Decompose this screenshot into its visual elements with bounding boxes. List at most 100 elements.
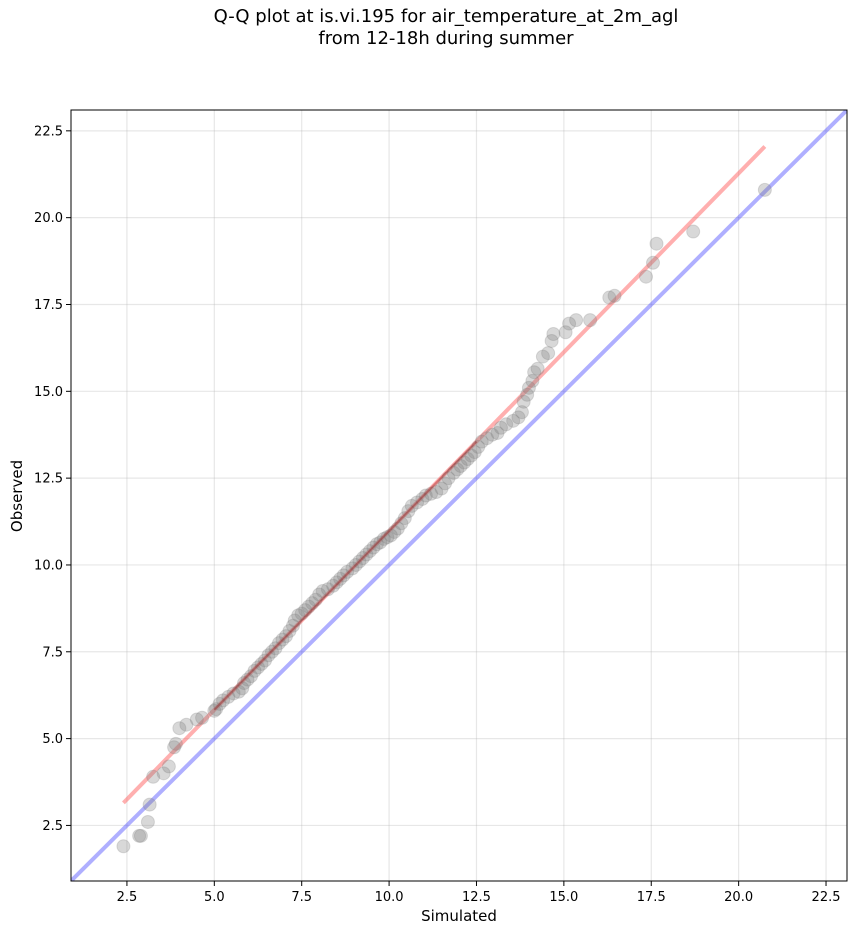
data-point [541, 346, 556, 361]
data-point [383, 528, 398, 543]
data-point [467, 445, 482, 460]
data-point [607, 288, 622, 303]
data-point [254, 656, 269, 671]
data-point [521, 380, 536, 395]
data-point [429, 485, 444, 500]
data-point [562, 316, 577, 331]
data-point [132, 828, 147, 843]
data-point [525, 373, 540, 388]
data-point [493, 420, 508, 435]
data-point [530, 361, 545, 376]
data-point [240, 672, 255, 687]
data-point [583, 313, 598, 328]
data-point [415, 491, 430, 506]
data-point [308, 592, 323, 607]
data-point [278, 629, 293, 644]
data-point [457, 455, 472, 470]
identity-line [71, 110, 847, 881]
data-point [116, 839, 131, 854]
data-point [189, 712, 204, 727]
data-point [373, 535, 388, 550]
chart-title-line-1: Q-Q plot at is.vi.195 for air_temperatur… [213, 6, 679, 27]
data-point [226, 686, 241, 701]
data-point [282, 623, 297, 638]
data-point [315, 584, 330, 599]
data-point [376, 531, 391, 546]
data-point [326, 578, 341, 593]
data-point [569, 313, 584, 328]
data-point [434, 481, 449, 496]
data-point [438, 476, 453, 491]
x-tick-label: 22.5 [812, 890, 841, 905]
data-point [527, 365, 542, 380]
data-point [333, 571, 348, 586]
data-point [506, 413, 521, 428]
fit-line [122, 145, 767, 805]
data-point [520, 387, 535, 402]
x-tick-label: 10.0 [375, 890, 404, 905]
data-point [235, 681, 250, 696]
x-tick-label: 20.0 [724, 890, 753, 905]
data-point [209, 702, 224, 717]
data-point [287, 613, 302, 628]
fit-line-overlay [213, 440, 478, 711]
data-point [348, 557, 363, 572]
data-point [464, 448, 479, 463]
x-tick-label: 5.0 [204, 890, 225, 905]
data-point [558, 325, 573, 340]
x-tick-label: 17.5 [637, 890, 666, 905]
data-point [340, 564, 355, 579]
data-point [329, 575, 344, 590]
data-point [757, 182, 772, 197]
data-point [369, 537, 384, 552]
data-point [639, 269, 654, 284]
chart-title: Q-Q plot at is.vi.195 for air_temperatur… [0, 6, 856, 50]
data-point [140, 814, 155, 829]
data-point [511, 410, 526, 425]
data-point [258, 653, 272, 668]
data-point [404, 498, 419, 513]
data-point [275, 632, 290, 647]
data-point [312, 587, 327, 602]
data-point [450, 462, 465, 477]
chart-title-line-2: from 12-18h during summer [318, 28, 574, 49]
data-point [142, 797, 157, 812]
data-point [544, 333, 559, 348]
data-point [514, 405, 529, 420]
data-point [516, 394, 531, 409]
data-point [244, 669, 259, 684]
x-tick-label: 7.5 [291, 890, 312, 905]
data-point [305, 596, 320, 611]
data-point [212, 696, 227, 711]
data-point [161, 759, 176, 774]
data-point [352, 554, 367, 569]
data-point [156, 766, 171, 781]
x-tick-label: 12.5 [462, 890, 491, 905]
data-point [301, 599, 316, 614]
data-point [298, 603, 313, 618]
data-point [535, 349, 550, 364]
grid [71, 110, 847, 881]
y-tick-label: 2.5 [42, 819, 63, 834]
data-point [424, 486, 439, 501]
data-point [649, 236, 664, 251]
data-point [446, 465, 461, 480]
data-point [602, 290, 617, 305]
data-point [499, 417, 514, 432]
y-tick-label: 22.5 [34, 124, 63, 139]
data-point [221, 689, 236, 704]
data-point [366, 540, 381, 555]
reference-lines [71, 110, 847, 881]
data-point [359, 547, 374, 562]
data-point [251, 660, 266, 675]
data-point [231, 684, 246, 699]
y-axis-label: Observed [8, 460, 26, 532]
data-point [291, 608, 306, 623]
data-point [474, 434, 489, 449]
x-axis-label: Simulated [421, 907, 497, 925]
data-point [397, 511, 412, 526]
data-points [116, 182, 772, 854]
y-tick-label: 15.0 [34, 385, 63, 400]
data-point [271, 636, 286, 651]
